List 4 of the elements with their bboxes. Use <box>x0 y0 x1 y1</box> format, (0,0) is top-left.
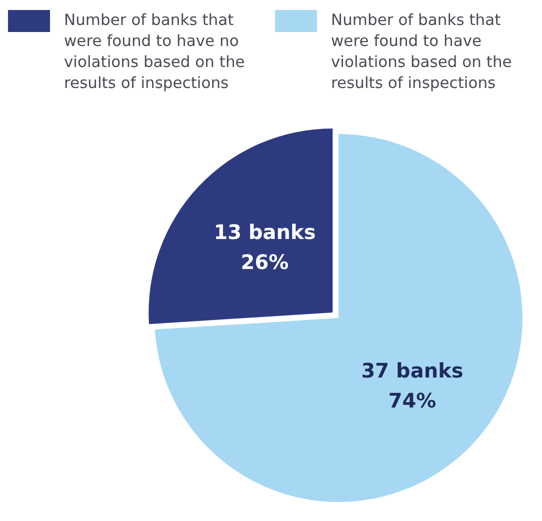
legend-label: Number of banks that were found to have violations based on the results of inspections <box>331 10 513 94</box>
data-label: 37 banks 74% <box>361 358 464 412</box>
legend-label: Number of banks that were found to have no violations based on the results of inspections <box>64 10 246 94</box>
data-label: 13 banks 26% <box>214 220 316 274</box>
